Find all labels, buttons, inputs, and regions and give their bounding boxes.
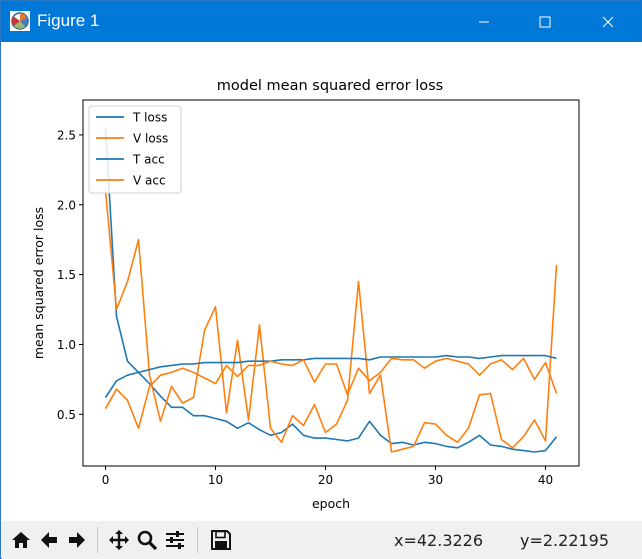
title-bar[interactable]: Figure 1 (1, 1, 641, 42)
cursor-y-readout: y=2.22195 (520, 531, 610, 550)
t-loss-line (104, 127, 558, 453)
y-axis-label: mean squared error loss (31, 207, 46, 359)
line-chart[interactable]: model mean squared error loss 0 10 20 30 400… (2, 42, 642, 521)
x-tick-label: 10 (208, 473, 223, 487)
series-lines (104, 127, 558, 453)
legend: T loss V loss T acc V acc (88, 105, 182, 194)
close-button[interactable] (585, 1, 631, 42)
legend-label: V acc (133, 174, 166, 188)
v-acc-line (104, 357, 558, 430)
x-tick-label: 30 (428, 473, 443, 487)
save-icon (211, 530, 231, 550)
minimize-button[interactable] (461, 1, 507, 42)
configure-subplots-button[interactable] (161, 526, 189, 554)
x-axis-label: epoch (312, 496, 350, 511)
home-button[interactable] (7, 526, 35, 554)
axis-ticks: 0 10 20 30 40 0.5 1.0 1.5 2.0 2.5 (57, 128, 553, 487)
home-icon (12, 532, 30, 548)
v-loss-line (104, 190, 558, 453)
window-title: Figure 1 (37, 11, 100, 30)
minimize-icon (479, 21, 489, 22)
close-icon (602, 16, 614, 27)
x-tick-label: 40 (538, 473, 553, 487)
y-tick-label: 2.5 (57, 128, 76, 142)
zoom-icon (137, 530, 158, 551)
configure-subplots-icon (166, 531, 184, 549)
y-tick-label: 1.0 (57, 338, 76, 352)
toolbar-separator (97, 527, 98, 553)
t-acc-line (104, 354, 557, 398)
chart-title: model mean squared error loss (217, 78, 443, 94)
figure-canvas[interactable]: model mean squared error loss 0 10 20 30 40 0… (2, 42, 642, 521)
pan-icon (109, 530, 129, 550)
back-icon (41, 532, 57, 548)
save-button[interactable] (207, 526, 235, 554)
legend-label: T loss (132, 111, 167, 125)
cursor-x-readout: x=42.3226 (394, 531, 484, 550)
forward-button[interactable] (63, 526, 91, 554)
legend-box (88, 105, 182, 194)
legend-label: T acc (132, 153, 165, 167)
y-tick-label: 0.5 (57, 408, 76, 422)
back-button[interactable] (35, 526, 63, 554)
navigation-toolbar: x=42.3226 y=2.22195 (2, 521, 642, 559)
maximize-button[interactable] (522, 1, 568, 42)
toolbar-separator (197, 527, 198, 553)
legend-label: V loss (133, 132, 168, 146)
zoom-button[interactable] (133, 526, 161, 554)
x-tick-label: 20 (318, 473, 333, 487)
forward-icon (69, 532, 85, 548)
maximize-icon (539, 16, 551, 27)
y-tick-label: 2.0 (57, 198, 76, 212)
y-tick-label: 1.5 (57, 268, 76, 282)
pan-button[interactable] (105, 526, 133, 554)
matplotlib-app-icon (10, 11, 30, 31)
x-tick-label: 0 (102, 473, 110, 487)
